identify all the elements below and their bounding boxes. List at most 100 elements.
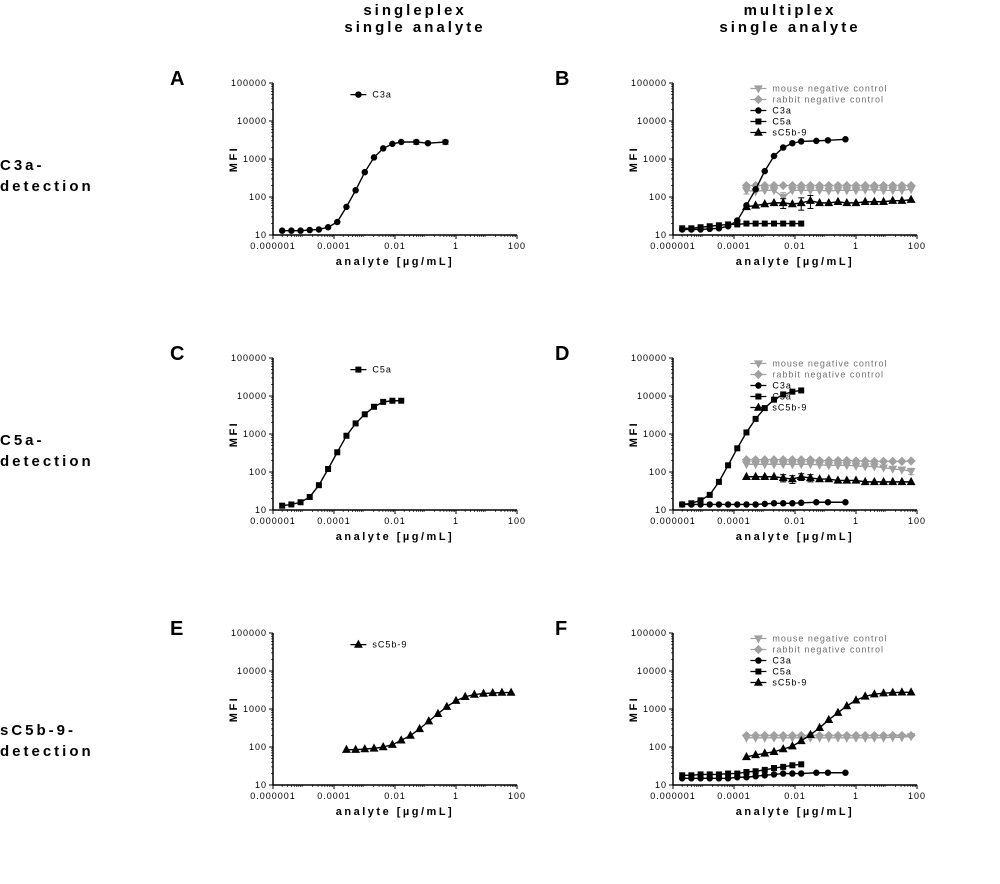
svg-text:1: 1 <box>853 241 859 251</box>
svg-text:10000: 10000 <box>237 391 267 401</box>
svg-text:1000: 1000 <box>643 704 667 714</box>
svg-text:10: 10 <box>255 230 267 240</box>
figure: singleplex single analyte multiplex sing… <box>0 0 1000 884</box>
svg-text:mouse negative control: mouse negative control <box>772 84 887 94</box>
svg-text:analyte [µg/mL]: analyte [µg/mL] <box>336 256 454 268</box>
svg-text:0.01: 0.01 <box>384 516 406 526</box>
svg-text:100000: 100000 <box>231 353 267 363</box>
panel-A: 101001000100001000000.0000010.00010.0111… <box>225 75 525 275</box>
col-title-left: singleplex single analyte <box>225 2 605 36</box>
svg-text:1000: 1000 <box>243 154 267 164</box>
row-label-c3a: C3a- detection <box>0 155 130 197</box>
svg-text:C3a: C3a <box>772 381 792 391</box>
svg-text:100000: 100000 <box>231 78 267 88</box>
t: single analyte <box>600 19 980 36</box>
svg-text:10000: 10000 <box>237 116 267 126</box>
svg-text:mouse negative control: mouse negative control <box>772 359 887 369</box>
svg-text:C5a: C5a <box>772 392 792 402</box>
svg-text:10000: 10000 <box>637 391 667 401</box>
svg-text:rabbit negative control: rabbit negative control <box>772 645 884 655</box>
panel-D: 101001000100001000000.0000010.00010.0111… <box>625 350 925 550</box>
svg-text:0.01: 0.01 <box>384 791 406 801</box>
svg-text:100: 100 <box>649 467 667 477</box>
svg-text:sC5b-9: sC5b-9 <box>772 403 807 413</box>
svg-text:10: 10 <box>655 230 667 240</box>
svg-text:0.0001: 0.0001 <box>317 516 351 526</box>
svg-text:10: 10 <box>655 780 667 790</box>
svg-text:0.000001: 0.000001 <box>250 791 296 801</box>
svg-text:C5a: C5a <box>772 117 792 127</box>
panel-C: 101001000100001000000.0000010.00010.0111… <box>225 350 525 550</box>
t: multiplex <box>600 2 980 19</box>
svg-text:sC5b-9: sC5b-9 <box>372 640 407 650</box>
svg-text:10: 10 <box>255 505 267 515</box>
svg-text:0.01: 0.01 <box>784 516 806 526</box>
svg-text:1: 1 <box>453 791 459 801</box>
row-label-sc5b9: sC5b-9- detection <box>0 720 130 762</box>
svg-text:analyte [µg/mL]: analyte [µg/mL] <box>336 806 454 818</box>
svg-text:mouse negative control: mouse negative control <box>772 634 887 644</box>
svg-text:100000: 100000 <box>631 78 667 88</box>
svg-text:0.01: 0.01 <box>784 791 806 801</box>
svg-text:0.000001: 0.000001 <box>250 516 296 526</box>
svg-text:0.000001: 0.000001 <box>650 791 696 801</box>
svg-text:1000: 1000 <box>643 154 667 164</box>
panel-letter-F: F <box>555 618 567 641</box>
svg-text:100: 100 <box>508 791 525 801</box>
svg-text:10: 10 <box>255 780 267 790</box>
svg-text:100: 100 <box>508 241 525 251</box>
svg-text:10000: 10000 <box>237 666 267 676</box>
svg-text:1000: 1000 <box>243 704 267 714</box>
svg-text:C3a: C3a <box>772 106 792 116</box>
svg-text:rabbit negative control: rabbit negative control <box>772 370 884 380</box>
svg-text:0.0001: 0.0001 <box>717 791 751 801</box>
svg-text:0.0001: 0.0001 <box>317 241 351 251</box>
svg-text:1000: 1000 <box>643 429 667 439</box>
panel-letter-E: E <box>170 618 183 641</box>
svg-text:100000: 100000 <box>631 628 667 638</box>
svg-text:sC5b-9: sC5b-9 <box>772 128 807 138</box>
col-title-right: multiplex single analyte <box>600 2 980 36</box>
svg-text:MFI: MFI <box>228 146 240 172</box>
svg-text:analyte [µg/mL]: analyte [µg/mL] <box>736 531 854 543</box>
row-label-c5a: C5a- detection <box>0 430 130 472</box>
svg-text:0.0001: 0.0001 <box>717 241 751 251</box>
panel-letter-D: D <box>555 343 569 366</box>
svg-text:0.0001: 0.0001 <box>317 791 351 801</box>
svg-text:100: 100 <box>908 791 925 801</box>
svg-text:MFI: MFI <box>228 696 240 722</box>
svg-text:100: 100 <box>649 192 667 202</box>
svg-text:100: 100 <box>908 516 925 526</box>
svg-text:1: 1 <box>853 516 859 526</box>
svg-text:100000: 100000 <box>231 628 267 638</box>
t: singleplex <box>225 2 605 19</box>
panel-letter-C: C <box>170 343 184 366</box>
panel-F: 101001000100001000000.0000010.00010.0111… <box>625 625 925 825</box>
svg-text:10000: 10000 <box>637 666 667 676</box>
t: single analyte <box>225 19 605 36</box>
svg-text:MFI: MFI <box>228 421 240 447</box>
panel-letter-B: B <box>555 68 569 91</box>
svg-text:100: 100 <box>249 192 267 202</box>
svg-text:0.01: 0.01 <box>384 241 406 251</box>
svg-text:100000: 100000 <box>631 353 667 363</box>
svg-text:10000: 10000 <box>637 116 667 126</box>
svg-text:analyte [µg/mL]: analyte [µg/mL] <box>336 531 454 543</box>
svg-text:C3a: C3a <box>772 656 792 666</box>
svg-text:MFI: MFI <box>628 696 640 722</box>
svg-text:100: 100 <box>649 742 667 752</box>
svg-text:100: 100 <box>249 742 267 752</box>
svg-text:0.000001: 0.000001 <box>650 516 696 526</box>
panel-B: 10 100 1000 10000 100000 0.000001 0.0001 0.01 1 1… <box>625 75 925 275</box>
svg-text:100: 100 <box>249 467 267 477</box>
svg-text:0.000001: 0.000001 <box>250 241 296 251</box>
svg-text:100: 100 <box>908 241 925 251</box>
svg-text:rabbit negative control: rabbit negative control <box>772 95 884 105</box>
panel-letter-A: A <box>170 68 184 91</box>
svg-text:0.01: 0.01 <box>784 241 806 251</box>
svg-text:100: 100 <box>508 516 525 526</box>
svg-text:sC5b-9: sC5b-9 <box>772 678 807 688</box>
svg-text:C3a: C3a <box>372 90 392 100</box>
svg-text:0.000001: 0.000001 <box>650 241 696 251</box>
svg-text:MFI: MFI <box>628 146 640 172</box>
